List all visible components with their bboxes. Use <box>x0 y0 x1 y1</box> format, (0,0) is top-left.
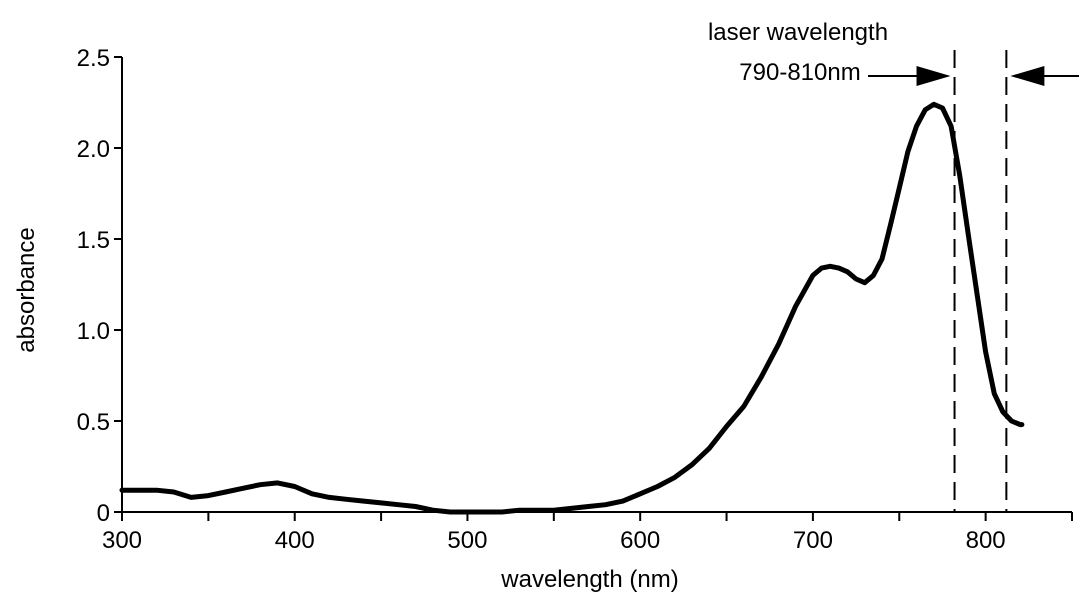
left-arrowhead <box>916 66 951 86</box>
x-tick-label: 300 <box>102 527 142 554</box>
x-tick-label: 800 <box>966 527 1006 554</box>
axes <box>121 57 1072 513</box>
x-axis-title: wavelength (nm) <box>500 566 678 592</box>
y-tick-label: 2.5 <box>77 45 110 72</box>
annotation-line1: laser wavelength <box>708 19 888 46</box>
y-tick-label: 1.0 <box>77 318 110 345</box>
y-tick-label: 2.0 <box>77 136 110 163</box>
annotations: laser wavelength 790-810nm <box>708 19 1079 86</box>
x-tick-label: 400 <box>275 527 315 554</box>
y-tick-label: 1.5 <box>77 227 110 254</box>
absorbance-line <box>119 101 1025 515</box>
x-tick-label: 600 <box>620 527 660 554</box>
x-tick-label: 500 <box>447 527 487 554</box>
x-tick-label: 700 <box>793 527 833 554</box>
annotation-line2: 790-810nm <box>739 59 860 86</box>
y-tick-label: 0.5 <box>77 409 110 436</box>
y-tick-label: 0 <box>97 500 110 527</box>
series-group <box>119 101 1025 515</box>
right-arrowhead <box>1010 66 1045 86</box>
y-axis-title: absorbance <box>13 227 40 352</box>
ticks: 300 400 500 600 700 800 0 0.5 1.0 1.5 2.0 2.5 <box>77 45 1073 554</box>
laser-range-markers <box>953 50 1008 512</box>
